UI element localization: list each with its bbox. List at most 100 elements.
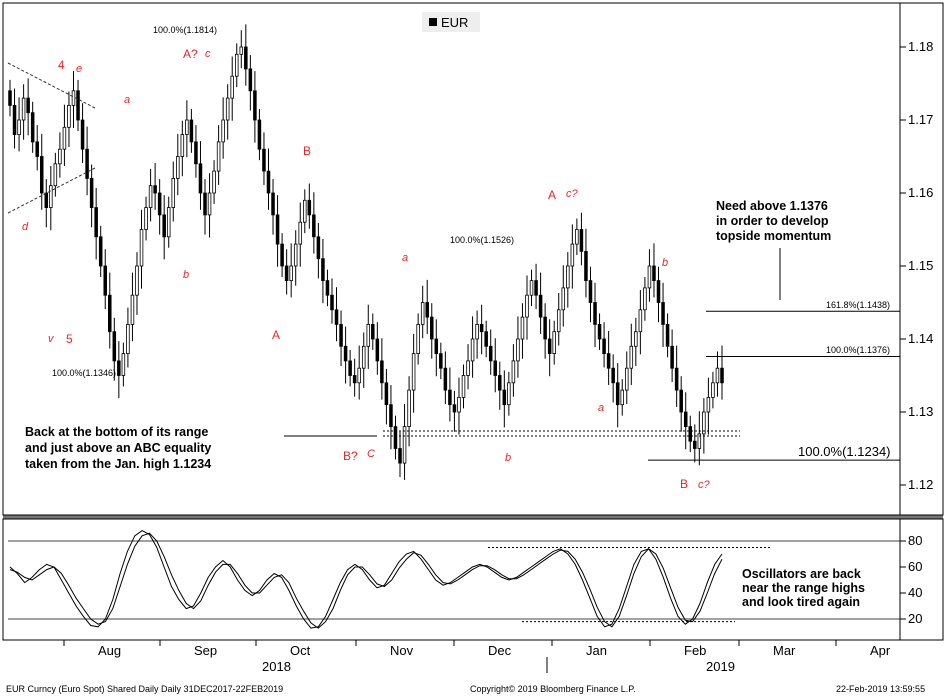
candle-body [538,294,543,318]
candle-body [457,396,461,413]
candle-body [593,302,597,325]
candle-body [475,323,479,340]
candle-body [8,90,12,106]
candle-body [12,105,17,136]
candle-body [85,148,89,179]
candle-body [248,68,253,92]
price-tick-label: 1.12 [908,477,933,492]
candle-body [171,177,176,208]
candle-body [665,323,670,347]
candle-body [461,375,466,398]
legend-swatch [429,18,437,26]
candle-body [520,316,525,340]
candle-body [239,46,244,55]
candle-body [525,294,529,318]
candle-body [697,433,702,449]
candle-body [434,338,439,354]
osc-series-line-2 [9,532,723,629]
wave-label: d [22,221,29,233]
candle-body [720,367,724,384]
candle-body [352,375,357,384]
candle-body [416,323,420,354]
candle-body [266,170,271,194]
osc-tick-label: 40 [908,585,922,600]
candle-body [579,229,584,252]
candle-body [420,302,425,325]
candle-body [683,411,688,428]
candle-body [588,280,593,303]
candle-body [126,323,130,354]
price-panel-frame [2,2,944,516]
candle-body [225,97,230,121]
candle-body [552,331,556,355]
candle-body [629,345,634,369]
legend-label: EUR [441,15,468,30]
level-label-1526: 100.0%(1.1526) [450,235,514,245]
candle-body [398,448,402,464]
candle-body [207,192,212,216]
price-tick-label: 1.13 [908,404,933,419]
candle-body [135,265,139,296]
candle-body [30,112,35,143]
candle-body [71,90,76,106]
candle-body [634,331,638,347]
candle-body [271,192,275,216]
candle-body [466,360,470,376]
candle-body [325,280,330,296]
candle-body [343,345,348,362]
candle-body [221,119,225,143]
osc-note-line: and look tired again [742,595,860,609]
candle-body [185,119,189,136]
candle-body [484,331,488,347]
candle-body [615,382,620,406]
candle-body [39,156,44,194]
candle-body [452,404,457,413]
note-line: Back at the bottom of its range [25,425,208,439]
candle-body [148,185,153,208]
candle-body [112,331,117,362]
candle-body [307,199,312,216]
wave-label: A [272,328,280,342]
candle-body [647,265,652,289]
candle-body [189,119,194,143]
month-label: Dec [488,643,512,658]
level-label-1346: 100.0%(1.1346) [52,368,116,378]
candle-body [575,229,579,245]
price-tick-label: 1.17 [908,112,933,127]
footer-right: 22-Feb-2019 13:59:55 [836,684,925,694]
candle-body [216,141,221,172]
candle-body [198,163,203,194]
candle-body [371,323,375,340]
candle-body [180,134,185,157]
date-axis-ticks: Aug Sep Oct Nov Dec Jan Feb Mar Apr 2018 2019 [63,640,891,674]
candle-body [253,90,257,121]
wave-label: c? [698,479,711,491]
candle-body [439,353,443,369]
month-label: Mar [773,643,796,658]
legend: EUR [422,12,480,32]
price-axis-ticks: 1.18 1.17 1.16 1.15 1.14 1.13 1.12 [900,39,933,492]
candle-body [570,243,575,267]
candle-body [479,323,484,333]
candle-body [94,207,98,238]
candle-body [711,382,715,398]
candle-body [498,375,502,391]
wave-label: a [124,94,130,106]
candle-body [361,345,366,369]
candle-body [289,265,293,281]
candle-body [470,338,475,362]
candle-body [602,338,606,354]
candle-body [62,126,67,150]
candle-body [706,396,711,413]
level-label-1234: 100.0%(1.1234) [798,444,891,459]
candle-body [321,258,325,282]
candle-body [153,185,157,194]
candle-body [688,426,693,442]
wave-label: A [548,188,556,202]
candle-body [194,141,198,165]
candle-body [429,316,434,340]
level-label-1814: 100.0%(1.1814) [153,25,217,35]
year-label: 2019 [706,659,735,674]
wave-label: v [48,333,55,345]
wave-label: 5 [66,332,73,346]
